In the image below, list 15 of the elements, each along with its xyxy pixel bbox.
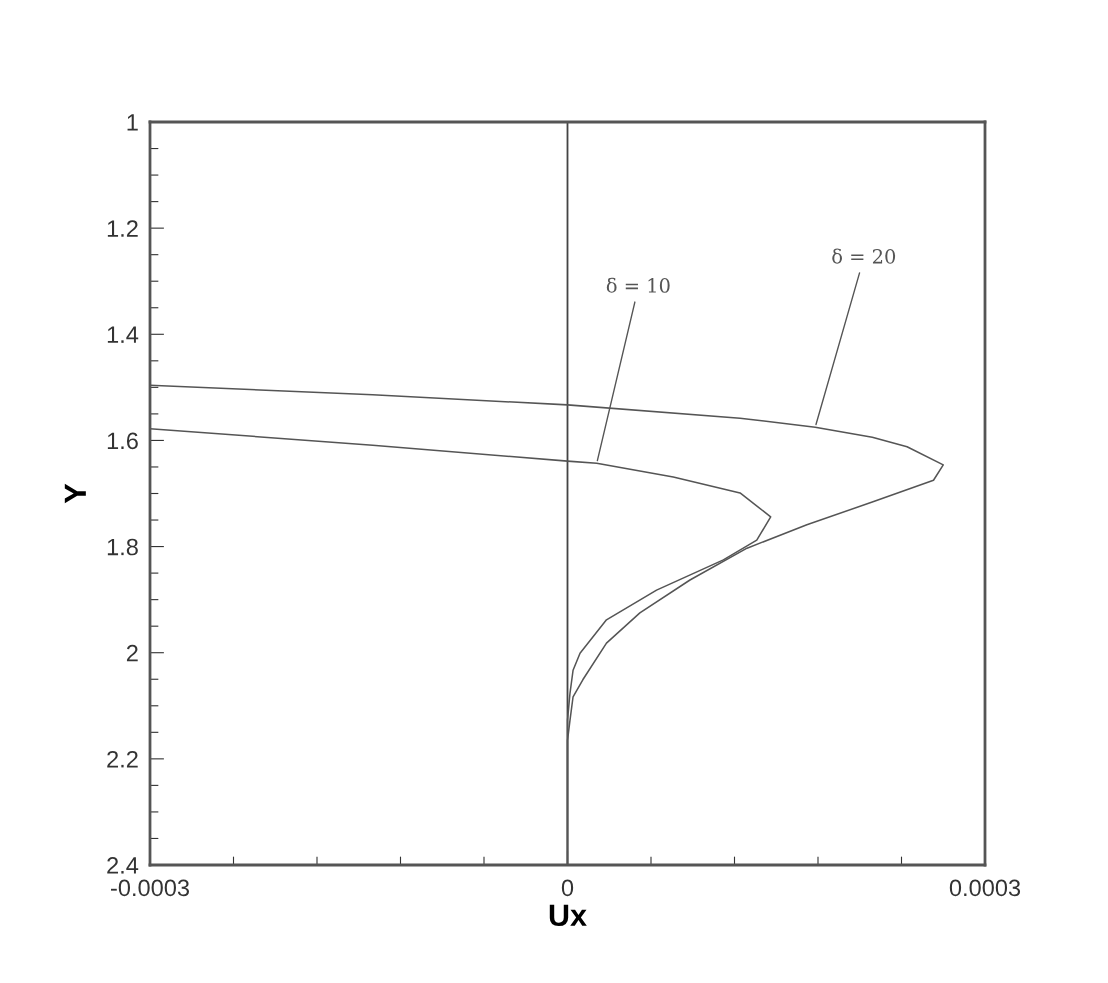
y-tick-label: 2 xyxy=(126,644,138,662)
y-tick-label: 1.8 xyxy=(107,538,138,556)
annotation: δ = 10 xyxy=(606,277,670,293)
y-axis-title: Y xyxy=(64,483,86,504)
x-tick-label: 0.0003 xyxy=(949,879,1021,897)
y-tick-label: 1.2 xyxy=(107,220,138,237)
annotation: δ = 20 xyxy=(832,248,896,264)
y-tick-label: 1.6 xyxy=(107,432,138,450)
x-tick-label: 0 xyxy=(561,879,574,897)
y-tick-label: 2.2 xyxy=(107,750,138,768)
y-tick-label: 1.4 xyxy=(107,326,139,343)
x-axis-title: Ux xyxy=(549,904,587,927)
y-tick-label: 1 xyxy=(127,114,138,131)
y-tick-label: 2.4 xyxy=(107,857,139,874)
x-tick-label: -0.0003 xyxy=(111,879,190,897)
